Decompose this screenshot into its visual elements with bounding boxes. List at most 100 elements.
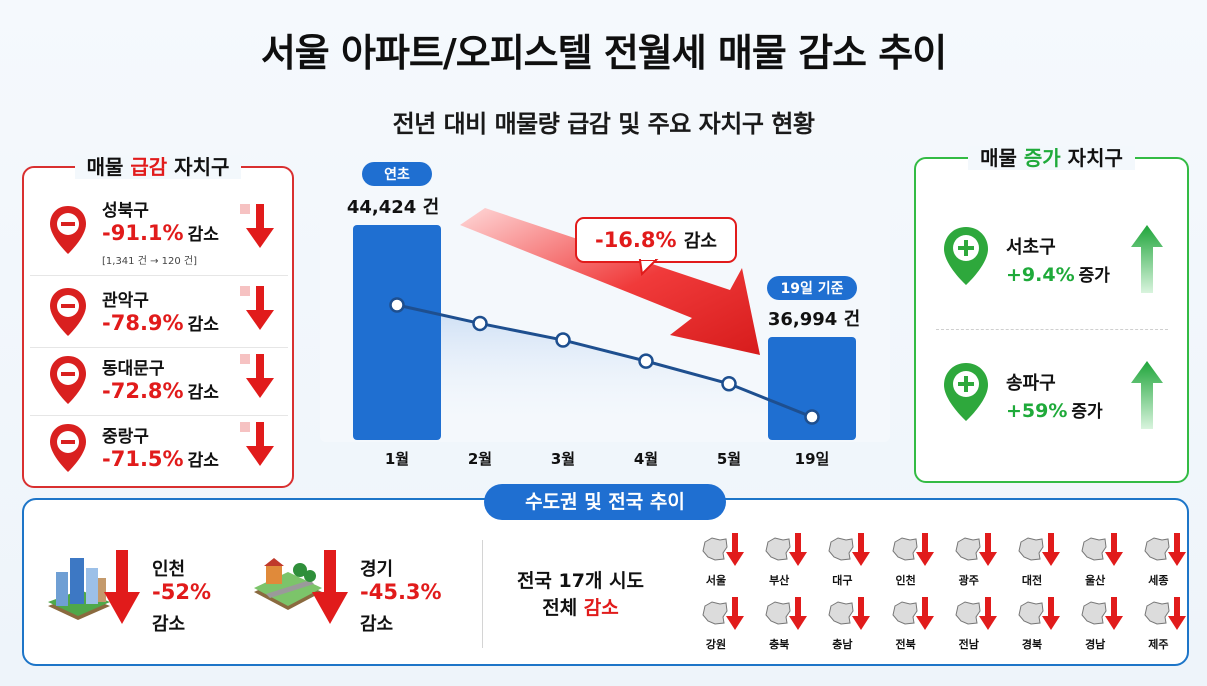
down-arrow-icon — [978, 533, 997, 566]
down-arrow-icon — [789, 533, 808, 566]
province-map-icon — [955, 601, 981, 625]
district-note: [1,341 건 → 120 건] — [102, 256, 198, 267]
district-change-unit: 감소 — [187, 315, 219, 335]
region-change-pct: -45.3% — [360, 580, 442, 604]
province-map-icon — [1081, 537, 1107, 561]
district-change: -71.5% 감소 — [102, 446, 219, 471]
down-arrow-icon — [1105, 597, 1124, 630]
region-change-unit: 감소 — [360, 614, 394, 635]
district-name: 송파구 — [1006, 373, 1056, 394]
red-location-pin-icon — [50, 356, 86, 404]
district-name: 동대문구 — [102, 359, 165, 379]
province-item: 세종 — [1138, 532, 1194, 588]
province-map-icon — [828, 601, 854, 625]
down-arrow-icon — [240, 354, 274, 398]
bottom-divider — [482, 540, 483, 648]
down-arrow-icon — [104, 550, 140, 624]
province-name: 부산 — [769, 574, 790, 587]
trend-point-5월 — [721, 375, 737, 392]
province-map-icon — [828, 537, 854, 561]
x-tick-label: 2월 — [468, 450, 492, 468]
province-name: 강원 — [705, 638, 727, 651]
increase-title-prefix: 매물 — [980, 146, 1024, 170]
red-location-pin-icon — [50, 424, 86, 472]
district-change-pct: -72.8% — [102, 379, 184, 403]
down-arrow-icon — [240, 422, 274, 466]
increase-item: 송파구 +59% 증가 — [934, 355, 1172, 465]
red-location-pin-icon — [50, 288, 86, 336]
metro-national-panel — [22, 498, 1189, 666]
district-change-unit: 감소 — [187, 383, 219, 403]
province-name: 세종 — [1148, 574, 1169, 587]
increase-item: 서초구 +9.4% 증가 — [934, 219, 1172, 329]
province-name: 제주 — [1148, 638, 1169, 651]
district-change: -78.9% 감소 — [102, 310, 219, 335]
decrease-item: 성북구 -91.1% 감소 [1,341 건 → 120 건] — [30, 190, 288, 276]
bar-tag-label: 19일 기준 — [781, 281, 844, 297]
trend-point-19일 — [804, 409, 820, 425]
down-arrow-icon — [978, 597, 997, 630]
green-location-pin-icon — [944, 363, 988, 421]
page-subtitle: 전년 대비 매물량 급감 및 주요 자치구 현황 — [392, 110, 815, 138]
town-road-icon — [254, 558, 322, 610]
city-buildings-icon — [48, 558, 110, 620]
trend-area — [397, 305, 812, 440]
bar-tag-pill — [767, 276, 857, 300]
national-line-2: 전체 감소 — [478, 595, 683, 622]
province-item: 강원 — [696, 596, 752, 652]
province-map-icon — [702, 601, 728, 625]
change-callout-tail-mask — [641, 256, 655, 260]
district-change-unit: 증가 — [1078, 266, 1110, 286]
down-arrow-icon — [915, 597, 934, 630]
down-arrow-icon — [852, 533, 871, 566]
down-arrow-icon — [726, 533, 744, 566]
province-map-icon — [702, 537, 728, 561]
trend-line — [396, 303, 813, 419]
x-tick-label: 5월 — [717, 450, 741, 468]
bar-1월 — [353, 225, 441, 440]
province-item: 대구 — [822, 532, 878, 588]
district-change-unit: 감소 — [187, 225, 219, 245]
province-item: 경남 — [1075, 596, 1131, 652]
province-item: 서울 — [696, 532, 752, 588]
province-map-icon — [1018, 601, 1044, 625]
province-item: 인천 — [886, 532, 942, 588]
metro-national-title: 수도권 및 전국 추이 — [484, 484, 726, 520]
red-decline-arrow — [460, 208, 760, 355]
province-map-icon — [892, 537, 918, 561]
province-item: 전남 — [949, 596, 1005, 652]
district-change-pct: +59% — [1006, 400, 1068, 422]
province-map-icon — [765, 537, 791, 561]
national-line-2-highlight: 감소 — [583, 597, 619, 619]
change-callout-box — [575, 217, 737, 263]
decrease-item: 중랑구 -71.5% 감소 — [30, 412, 288, 484]
bar-value-label: 44,424 건 — [347, 197, 439, 218]
province-name: 인천 — [895, 574, 916, 587]
province-item: 울산 — [1075, 532, 1131, 588]
national-line-2-prefix: 전체 — [542, 597, 584, 619]
red-location-pin-icon — [50, 206, 86, 254]
change-callout-text: -16.8% 감소 — [595, 228, 717, 252]
decrease-item: 동대문구 -72.8% 감소 — [30, 344, 288, 416]
down-arrow-icon — [852, 597, 871, 630]
region-change-pct: -52% — [152, 580, 211, 604]
increase-panel-title: 매물 증가 자치구 — [916, 142, 1187, 171]
x-tick-label: 1월 — [385, 450, 409, 468]
decrease-title-highlight: 급감 — [130, 155, 168, 179]
trend-point-4월 — [638, 353, 654, 369]
province-name: 전남 — [958, 638, 979, 651]
decrease-title-prefix: 매물 — [86, 155, 131, 179]
district-name: 성북구 — [102, 201, 149, 221]
province-item: 충남 — [822, 596, 878, 652]
x-tick-label: 3월 — [551, 450, 575, 468]
province-name: 대구 — [832, 574, 853, 587]
district-name: 중랑구 — [102, 427, 149, 447]
down-arrow-icon — [789, 597, 808, 630]
region-change-unit: 감소 — [152, 614, 186, 635]
province-name: 경남 — [1085, 638, 1106, 651]
trend-point-2월 — [472, 315, 488, 332]
province-name: 충남 — [832, 638, 853, 651]
district-change: -72.8% 감소 — [102, 378, 219, 403]
increase-title-highlight: 증가 — [1023, 146, 1061, 170]
up-arrow-icon — [1131, 361, 1163, 429]
